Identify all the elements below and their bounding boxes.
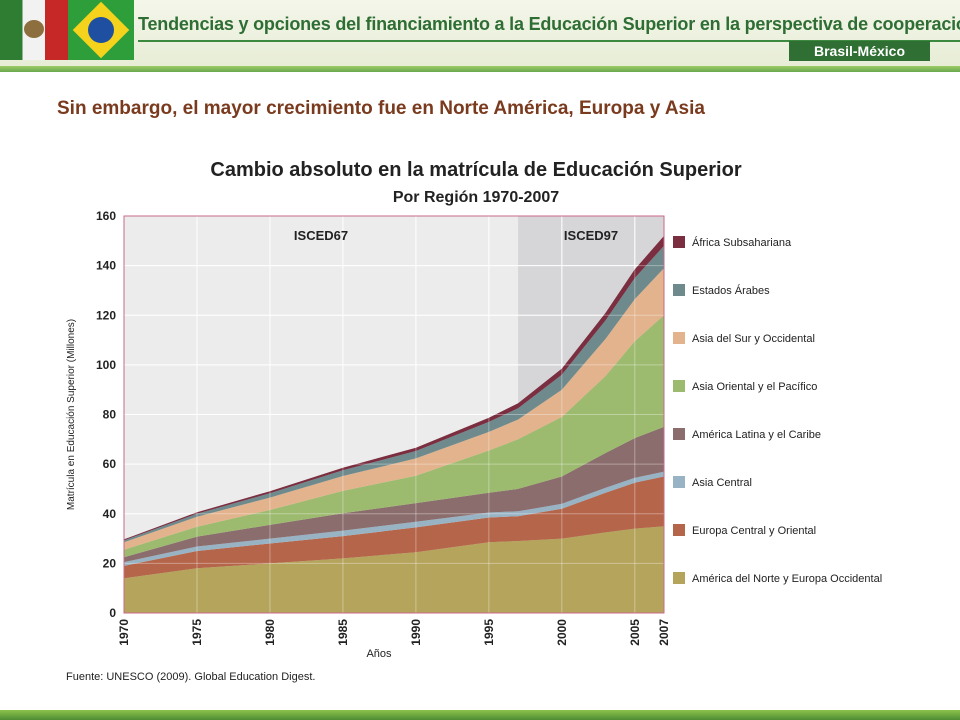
x-tick-label: 1980 — [263, 619, 277, 646]
legend-swatch — [673, 572, 685, 584]
y-axis-ticks: 0 20 40 60 80 100 120 140 160 — [96, 209, 116, 620]
chart-legend: África Subsahariana Estados Árabes Asia de… — [673, 236, 882, 585]
legend-swatch — [673, 524, 685, 536]
plot-border — [123, 215, 665, 614]
area-series-4 — [124, 315, 664, 558]
area-series-5 — [124, 268, 664, 550]
legend-item-label: Estados Árabes — [692, 284, 770, 297]
y-tick-label: 20 — [103, 556, 117, 570]
legend-item-label: Europa Central y Oriental — [692, 525, 816, 537]
footer-band — [0, 710, 960, 720]
legend-item-label: Asia Central — [692, 477, 752, 489]
x-tick-label: 1975 — [190, 619, 204, 646]
chart-subtitle: Por Región 1970-2007 — [393, 189, 559, 206]
chart-source: Fuente: UNESCO (2009). Global Education … — [66, 671, 315, 683]
y-tick-label: 140 — [96, 259, 116, 273]
chart: Cambio absoluto en la matrícula de Educa… — [66, 159, 882, 683]
x-tick-label: 2000 — [555, 619, 569, 646]
legend-item-label: América del Norte y Europa Occidental — [692, 573, 882, 585]
x-axis-label: Años — [366, 648, 392, 660]
y-tick-label: 100 — [96, 358, 116, 372]
x-axis-ticks: 1970 1975 1980 1985 1990 1995 2000 2005 2007 — [117, 619, 671, 646]
legend-swatch — [673, 236, 685, 248]
y-tick-label: 160 — [96, 209, 116, 223]
legend-swatch — [673, 428, 685, 440]
mexico-seal-icon — [24, 20, 44, 38]
brazil-flag-icon — [68, 0, 134, 60]
mexico-flag-icon — [0, 0, 68, 60]
y-tick-label: 80 — [103, 408, 117, 422]
chart-areas — [124, 216, 664, 613]
legend-item-label: América Latina y el Caribe — [692, 429, 821, 441]
legend-item-label: África Subsahariana — [692, 236, 792, 249]
legend-item-label: Asia del Sur y Occidental — [692, 333, 815, 345]
annotation-isced97: ISCED97 — [564, 228, 618, 243]
legend-swatch — [673, 380, 685, 392]
legend-swatch — [673, 332, 685, 344]
x-tick-label: 2005 — [628, 619, 642, 646]
area-series-3 — [124, 426, 664, 563]
chart-title: Cambio absoluto en la matrícula de Educa… — [210, 159, 741, 181]
header-badge: Brasil-México — [789, 41, 930, 61]
legend-swatch — [673, 476, 685, 488]
y-tick-label: 0 — [109, 606, 116, 620]
slide-subtitle: Sin embargo, el mayor crecimiento fue en… — [57, 98, 705, 119]
header-title: Tendencias y opciones del financiamiento… — [138, 14, 960, 34]
area-series-2 — [124, 471, 664, 566]
y-axis-label: Matrícula en Educación Superior (Millone… — [66, 319, 77, 510]
legend-swatch — [673, 284, 685, 296]
y-tick-label: 60 — [103, 457, 117, 471]
brazil-globe — [88, 17, 114, 43]
y-tick-label: 120 — [96, 308, 116, 322]
x-tick-label: 1990 — [409, 619, 423, 646]
x-tick-label: 1970 — [117, 619, 131, 646]
area-series-1 — [124, 476, 664, 579]
header-divider — [138, 40, 960, 42]
legend-item-label: Asia Oriental y el Pacífico — [692, 381, 817, 393]
slide-header: Tendencias y opciones del financiamiento… — [0, 0, 960, 72]
chart-panel: Cambio absoluto en la matrícula de Educa… — [56, 150, 904, 690]
x-tick-label: 1985 — [336, 619, 350, 646]
y-tick-label: 40 — [103, 507, 117, 521]
x-tick-label: 2007 — [657, 619, 671, 646]
area-series-0 — [124, 526, 664, 613]
header-band — [0, 66, 960, 72]
x-tick-label: 1995 — [482, 619, 496, 646]
annotation-isced67: ISCED67 — [294, 228, 348, 243]
